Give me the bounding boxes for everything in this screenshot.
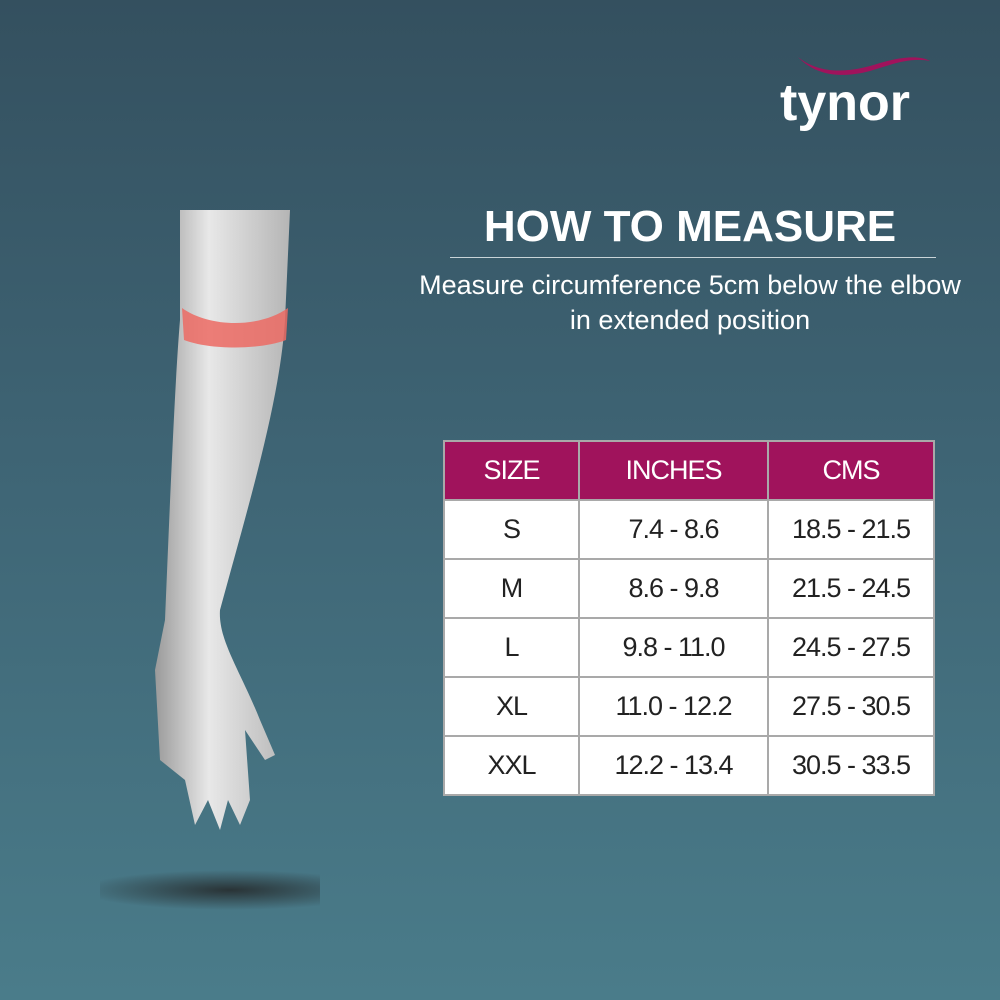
size-cell: XL xyxy=(443,676,580,737)
measure-instruction: Measure circumference 5cm below the elbo… xyxy=(419,270,961,335)
header-size: SIZE xyxy=(443,440,580,501)
tynor-logo: tynor xyxy=(770,45,950,135)
inches-cell: 8.6 - 9.8 xyxy=(578,558,769,619)
size-cell: L xyxy=(443,617,580,678)
inches-cell: 11.0 - 12.2 xyxy=(578,676,769,737)
cms-cell: 21.5 - 24.5 xyxy=(767,558,935,619)
table-row: S 7.4 - 8.6 18.5 - 21.5 xyxy=(443,499,935,560)
logo-swoosh-icon xyxy=(798,57,930,75)
cms-cell: 24.5 - 27.5 xyxy=(767,617,935,678)
table-row: L 9.8 - 11.0 24.5 - 27.5 xyxy=(443,617,935,678)
inches-cell: 7.4 - 8.6 xyxy=(578,499,769,560)
page-title: HOW TO MEASURE xyxy=(483,202,897,251)
header-cms: CMS xyxy=(767,440,935,501)
arm-measure-arrows-icon xyxy=(100,210,320,910)
table-row: M 8.6 - 9.8 21.5 - 24.5 xyxy=(443,558,935,619)
title-divider xyxy=(450,257,936,258)
size-cell: S xyxy=(443,499,580,560)
cms-cell: 30.5 - 33.5 xyxy=(767,735,935,796)
header-inches: INCHES xyxy=(578,440,769,501)
cms-cell: 27.5 - 30.5 xyxy=(767,676,935,737)
table-row: XL 11.0 - 12.2 27.5 - 30.5 xyxy=(443,676,935,737)
logo-text: tynor xyxy=(780,74,910,132)
size-cell: M xyxy=(443,558,580,619)
inches-cell: 9.8 - 11.0 xyxy=(578,617,769,678)
table-header-row: SIZE INCHES CMS xyxy=(443,440,935,501)
inches-cell: 12.2 - 13.4 xyxy=(578,735,769,796)
size-cell: XXL xyxy=(443,735,580,796)
table-row: XXL 12.2 - 13.4 30.5 - 33.5 xyxy=(443,735,935,796)
cms-cell: 18.5 - 21.5 xyxy=(767,499,935,560)
